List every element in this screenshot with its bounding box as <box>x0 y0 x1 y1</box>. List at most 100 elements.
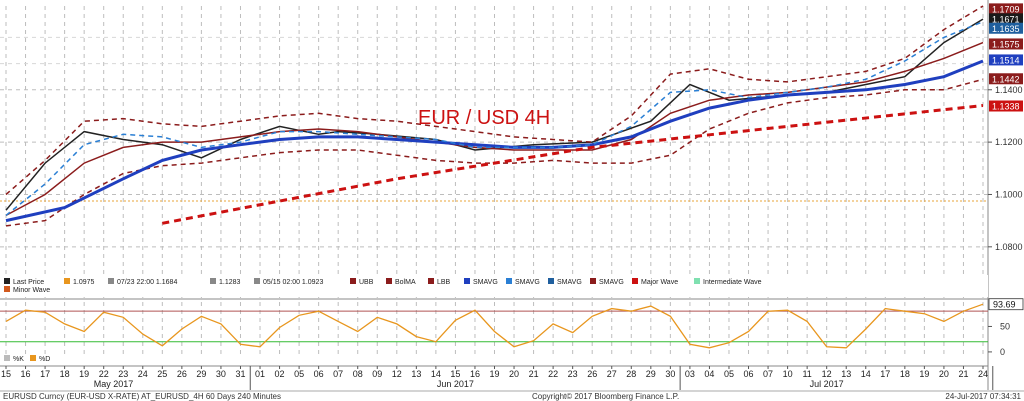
osc-legend-swatch <box>4 355 10 361</box>
price-tag-box <box>989 54 1023 66</box>
price-tag-label: 1.1442 <box>992 74 1020 84</box>
legend-item: SMAVG <box>506 278 540 286</box>
legend-swatch <box>350 278 356 284</box>
osc-series-line <box>5 303 984 349</box>
price-tag-label: 1.1338 <box>992 101 1020 111</box>
series-line-5 <box>5 21 984 216</box>
date-tick-label: 12 <box>392 369 402 379</box>
date-tick-label: 14 <box>861 369 871 379</box>
date-tick-label: 22 <box>99 369 109 379</box>
date-tick-label: 13 <box>411 369 421 379</box>
date-tick-label: 31 <box>235 369 245 379</box>
series-line-6 <box>162 104 984 225</box>
date-tick-label: 09 <box>372 369 382 379</box>
legend-label: UBB <box>359 279 374 286</box>
legend-swatch <box>464 278 470 284</box>
date-tick-label: 08 <box>353 369 363 379</box>
date-tick-label: 05 <box>724 369 734 379</box>
date-tick-label: 19 <box>79 369 89 379</box>
legend-label: SMAVG <box>473 279 498 286</box>
osc-value-label: 93.69 <box>993 300 1016 310</box>
date-tick-label: 01 <box>255 369 265 379</box>
date-tick-label: 30 <box>216 369 226 379</box>
date-tick-label: 24 <box>978 369 988 379</box>
price-tick-label: 1.1200 <box>995 137 1023 147</box>
oscillator-panel: 50 0 93.69 %K %D <box>0 298 1024 363</box>
price-tag: 1.1575 <box>989 38 1023 50</box>
date-tick-label: 07 <box>333 369 343 379</box>
legend-swatch <box>108 278 114 284</box>
date-tick-label: 29 <box>196 369 206 379</box>
date-tick-label: 15 <box>1 369 11 379</box>
legend-item: 05/15 02:00 1.0923 <box>254 278 323 286</box>
date-tick-label: 23 <box>568 369 578 379</box>
date-axis: 15 16 17 18 19 22 23 24 25 26 29 30 31 01 02 05 06 07 08 09… <box>0 365 994 390</box>
price-tag-label: 1.1514 <box>992 55 1020 65</box>
date-tick-label: 07 <box>763 369 773 379</box>
legend-item: LBB <box>428 278 451 286</box>
price-tag-box <box>989 3 1023 15</box>
date-tick-label: 23 <box>118 369 128 379</box>
legend-label: Intermediate Wave <box>703 279 762 286</box>
date-tick-label: 04 <box>704 369 714 379</box>
footer-source: EURUSD Curncy (EUR-USD X-RATE) AT_EURUSD… <box>3 392 281 401</box>
legend-swatch <box>548 278 554 284</box>
price-tag-label: 1.1671 <box>992 14 1020 24</box>
osc-value-box <box>988 298 1024 311</box>
date-tick-label: 02 <box>275 369 285 379</box>
legend-item: Intermediate Wave <box>694 278 762 286</box>
legend-item: UBB <box>350 278 374 286</box>
legend-swatch <box>506 278 512 284</box>
legend-swatch <box>632 278 638 284</box>
osc-tick-label: 50 <box>1000 321 1010 331</box>
date-tick-label: 22 <box>548 369 558 379</box>
chart-legend: Last Price 1.0975 07/23 22:00 1.1684 1.1283… <box>0 275 988 297</box>
legend-swatch <box>428 278 434 284</box>
price-tag: 1.1671 <box>989 13 1023 24</box>
price-tag: 1.1635 <box>989 22 1023 34</box>
legend-swatch <box>254 278 260 284</box>
legend-label: Minor Wave <box>13 287 50 294</box>
date-tick-label: 17 <box>40 369 50 379</box>
legend-swatch <box>4 278 10 284</box>
osc-legend-item: %K <box>4 355 24 363</box>
date-tick-label: 20 <box>509 369 519 379</box>
date-tick-label: 03 <box>685 369 695 379</box>
date-tick-label: 19 <box>919 369 929 379</box>
price-tag-label: 1.1635 <box>992 24 1020 34</box>
legend-label: Last Price <box>13 279 44 286</box>
legend-label: 1.0975 <box>73 279 95 286</box>
date-tick-label: 14 <box>431 369 441 379</box>
price-series-layer <box>5 5 984 227</box>
legend-swatch <box>210 278 216 284</box>
date-tick-label: 17 <box>880 369 890 379</box>
price-tag-box <box>989 22 1023 34</box>
legend-item: BolMA <box>386 278 416 286</box>
date-tick-label: 27 <box>607 369 617 379</box>
date-tick-label: 18 <box>60 369 70 379</box>
price-tag-box <box>989 100 1023 112</box>
price-tick-label: 1.1000 <box>995 189 1023 199</box>
osc-legend-item: %D <box>30 355 50 363</box>
date-tick-label: 28 <box>626 369 636 379</box>
date-tick-label: 21 <box>529 369 539 379</box>
price-tag-box <box>989 38 1023 50</box>
date-tick-label: 06 <box>744 369 754 379</box>
date-tick-label: 06 <box>314 369 324 379</box>
price-axis: 1.1400 1.1200 1.1000 1.0800 <box>987 0 1023 390</box>
price-tag-box <box>989 13 1023 25</box>
footer-timestamp: 24-Jul-2017 07:34:31 <box>945 392 1021 401</box>
chart-title: EUR / USD 4H <box>418 107 550 129</box>
legend-item: SMAVG <box>590 278 624 286</box>
date-tick-label: 10 <box>783 369 793 379</box>
month-label: Jun 2017 <box>437 379 474 389</box>
month-label: Jul 2017 <box>810 379 844 389</box>
price-tag: 1.1709 <box>989 3 1023 15</box>
legend-label: SMAVG <box>515 279 540 286</box>
month-label: May 2017 <box>94 379 134 389</box>
legend-label: Major Wave <box>641 279 678 286</box>
osc-value-tag: 93.69 <box>988 298 1024 311</box>
legend-swatch <box>386 278 392 284</box>
legend-item: Minor Wave <box>4 286 50 294</box>
